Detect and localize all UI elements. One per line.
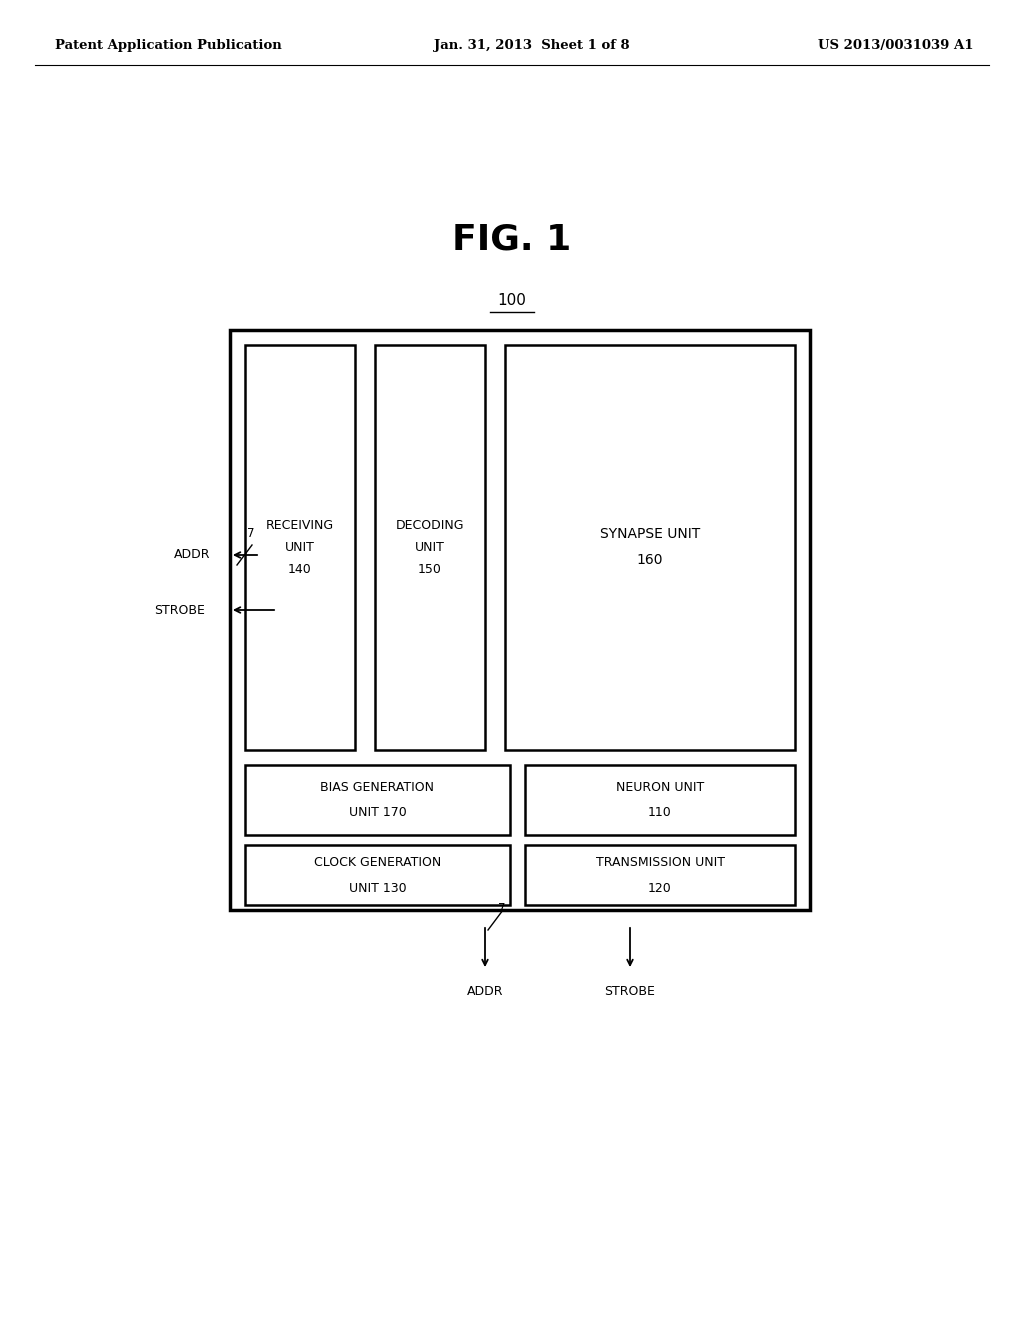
Bar bbox=[525, 766, 795, 836]
Text: RECEIVING: RECEIVING bbox=[266, 519, 334, 532]
Bar bbox=[505, 345, 795, 750]
Text: 160: 160 bbox=[637, 553, 664, 568]
Text: CLOCK GENERATION: CLOCK GENERATION bbox=[314, 855, 441, 869]
Text: 7: 7 bbox=[247, 527, 255, 540]
Text: ADDR: ADDR bbox=[173, 549, 210, 561]
Text: Jan. 31, 2013  Sheet 1 of 8: Jan. 31, 2013 Sheet 1 of 8 bbox=[434, 38, 630, 51]
Text: 140: 140 bbox=[288, 564, 312, 576]
Text: UNIT 130: UNIT 130 bbox=[349, 882, 407, 895]
Bar bbox=[245, 845, 510, 906]
Bar bbox=[375, 345, 485, 750]
Text: TRANSMISSION UNIT: TRANSMISSION UNIT bbox=[596, 855, 725, 869]
Text: UNIT: UNIT bbox=[415, 541, 445, 554]
Text: ADDR: ADDR bbox=[467, 985, 503, 998]
Text: BIAS GENERATION: BIAS GENERATION bbox=[321, 780, 434, 793]
Text: NEURON UNIT: NEURON UNIT bbox=[615, 780, 705, 793]
Text: 100: 100 bbox=[498, 293, 526, 308]
Text: 120: 120 bbox=[648, 882, 672, 895]
Text: STROBE: STROBE bbox=[604, 985, 655, 998]
Bar bbox=[230, 330, 810, 909]
Bar bbox=[245, 345, 355, 750]
Text: 7: 7 bbox=[498, 902, 506, 915]
Text: DECODING: DECODING bbox=[395, 519, 464, 532]
Text: UNIT 170: UNIT 170 bbox=[348, 807, 407, 820]
Text: UNIT: UNIT bbox=[285, 541, 315, 554]
Text: 150: 150 bbox=[418, 564, 442, 576]
Text: 110: 110 bbox=[648, 807, 672, 820]
Text: Patent Application Publication: Patent Application Publication bbox=[55, 38, 282, 51]
Bar bbox=[245, 766, 510, 836]
Text: FIG. 1: FIG. 1 bbox=[453, 223, 571, 257]
Text: SYNAPSE UNIT: SYNAPSE UNIT bbox=[600, 528, 700, 541]
Text: US 2013/0031039 A1: US 2013/0031039 A1 bbox=[818, 38, 974, 51]
Text: STROBE: STROBE bbox=[155, 603, 205, 616]
Bar bbox=[525, 845, 795, 906]
